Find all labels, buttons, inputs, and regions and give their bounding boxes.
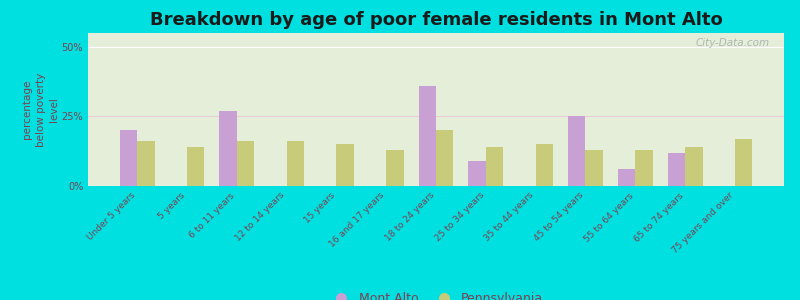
Text: City-Data.com: City-Data.com <box>696 38 770 48</box>
Title: Breakdown by age of poor female residents in Mont Alto: Breakdown by age of poor female resident… <box>150 11 722 29</box>
Bar <box>286 142 304 186</box>
Bar <box>618 169 635 186</box>
Bar <box>137 142 154 186</box>
Bar <box>187 147 204 186</box>
Bar <box>237 142 254 186</box>
Bar <box>219 111 237 186</box>
Bar <box>418 86 436 186</box>
Bar <box>120 130 137 186</box>
Bar <box>586 150 603 186</box>
Bar <box>635 150 653 186</box>
Bar <box>436 130 454 186</box>
Bar <box>468 161 486 186</box>
Bar <box>386 150 404 186</box>
Bar <box>685 147 702 186</box>
Bar <box>536 144 553 186</box>
Y-axis label: percentage
below poverty
level: percentage below poverty level <box>22 72 58 147</box>
Bar <box>735 139 752 186</box>
Bar <box>568 116 586 186</box>
Bar <box>336 144 354 186</box>
Bar <box>668 153 685 186</box>
Bar <box>486 147 503 186</box>
Legend: Mont Alto, Pennsylvania: Mont Alto, Pennsylvania <box>324 287 548 300</box>
